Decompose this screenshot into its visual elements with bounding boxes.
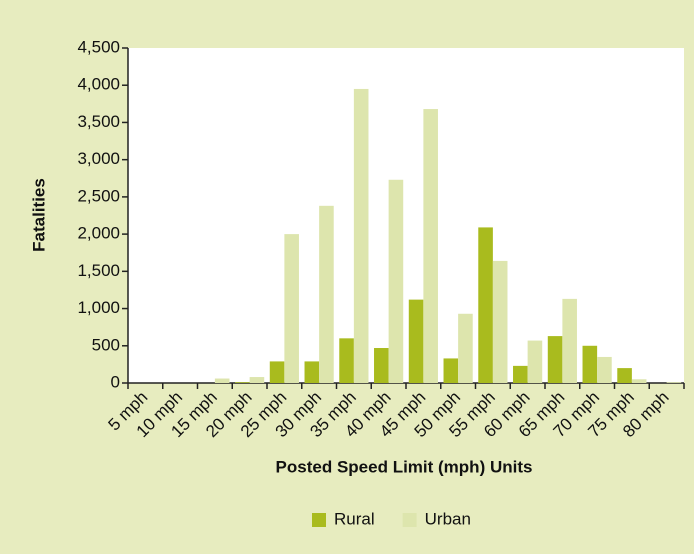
bar xyxy=(547,336,563,383)
bar xyxy=(562,298,577,383)
bar xyxy=(319,205,334,383)
y-tick-label: 1,500 xyxy=(77,261,120,280)
y-axis-title: Fatalities xyxy=(29,178,48,252)
bar xyxy=(353,88,369,383)
y-tick-label: 0 xyxy=(111,372,120,391)
bar xyxy=(478,227,493,383)
bar xyxy=(443,358,459,383)
y-tick-label: 3,500 xyxy=(77,112,120,131)
y-tick-label: 2,500 xyxy=(77,186,120,205)
y-tick-label: 3,000 xyxy=(77,149,120,168)
y-tick-label: 4,000 xyxy=(77,75,120,94)
y-tick-label: 4,500 xyxy=(77,37,120,56)
bar xyxy=(492,260,508,383)
y-tick-label: 1,000 xyxy=(77,298,120,317)
bar xyxy=(582,345,598,383)
bar xyxy=(374,348,389,383)
bar xyxy=(666,382,682,383)
bar xyxy=(408,299,424,383)
y-tick-label: 2,000 xyxy=(77,224,120,243)
bar xyxy=(513,365,528,383)
bar xyxy=(249,377,265,383)
y-tick-label: 500 xyxy=(92,335,120,354)
bar xyxy=(214,378,230,383)
plot-area xyxy=(128,48,684,383)
bar xyxy=(269,361,285,383)
x-axis-title: Posted Speed Limit (mph) Units xyxy=(276,457,533,476)
bar xyxy=(304,361,320,383)
bar xyxy=(339,338,354,383)
bar xyxy=(423,109,438,384)
legend-label: Rural xyxy=(334,509,375,528)
bar xyxy=(631,379,647,383)
legend-label: Urban xyxy=(425,509,471,528)
bar xyxy=(235,382,250,383)
legend-swatch xyxy=(402,513,417,527)
bar xyxy=(284,234,299,383)
bar xyxy=(617,368,632,383)
bar xyxy=(527,340,543,383)
bar xyxy=(597,356,612,383)
bar xyxy=(388,179,404,383)
legend-swatch xyxy=(312,513,326,527)
bar xyxy=(458,313,473,383)
